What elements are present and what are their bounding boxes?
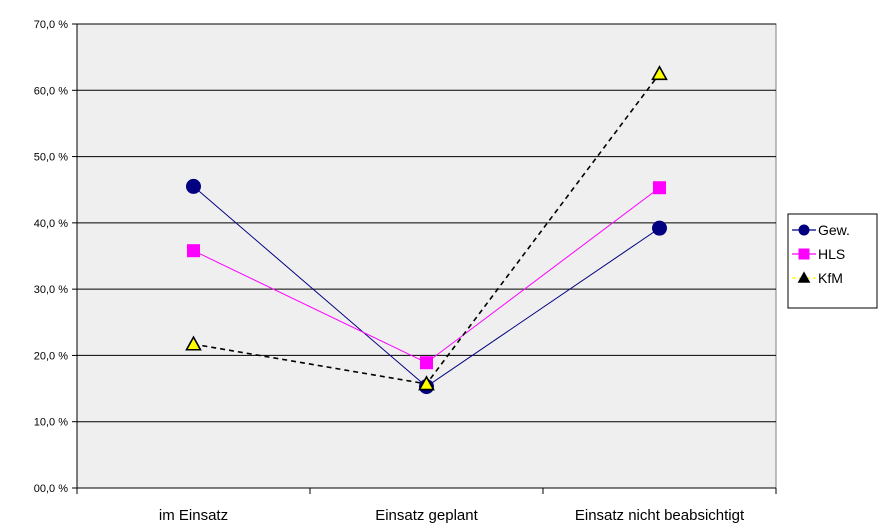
y-tick-label: 50,0 % [34,152,68,164]
data-point-gew [186,178,201,194]
y-tick-label: 30,0 % [34,284,68,296]
gridlines [77,23,776,423]
y-tick-label: 00,0 % [34,483,68,495]
x-category-label: Einsatz nicht beabsichtigt [575,507,745,524]
data-point-hls [187,244,200,258]
plot-area [76,23,777,489]
legend-marker-gew [798,224,810,236]
x-axis-ticks: im Einsatz Einsatz geplant Einsatz nicht b… [76,488,777,524]
series-markers [185,65,668,395]
x-category-label: Einsatz geplant [375,507,478,524]
y-tick-label: 70,0 % [34,19,68,31]
data-point-hls [420,356,433,370]
y-tick-label: 60,0 % [34,85,68,97]
y-tick-label: 40,0 % [34,218,68,230]
data-point-hls [653,181,666,195]
legend: Gew. HLS KfM [787,213,878,309]
legend-label-kfm: KfM [818,270,843,286]
data-point-kfm [185,335,202,351]
y-axis-ticks: 00,0 % 10,0 % 20,0 % 30,0 % 40,0 % 50,0 % 60,0… [34,19,77,495]
data-point-kfm [651,65,668,81]
legend-marker-kfm [797,271,811,283]
legend-label-gew: Gew. [818,222,850,238]
x-category-label: im Einsatz [159,507,228,524]
data-point-kfm [418,375,435,391]
legend-marker-hls [798,248,810,260]
legend-label-hls: HLS [818,246,845,262]
data-point-gew [652,220,667,236]
y-tick-label: 20,0 % [34,350,68,362]
y-tick-label: 10,0 % [34,417,68,429]
